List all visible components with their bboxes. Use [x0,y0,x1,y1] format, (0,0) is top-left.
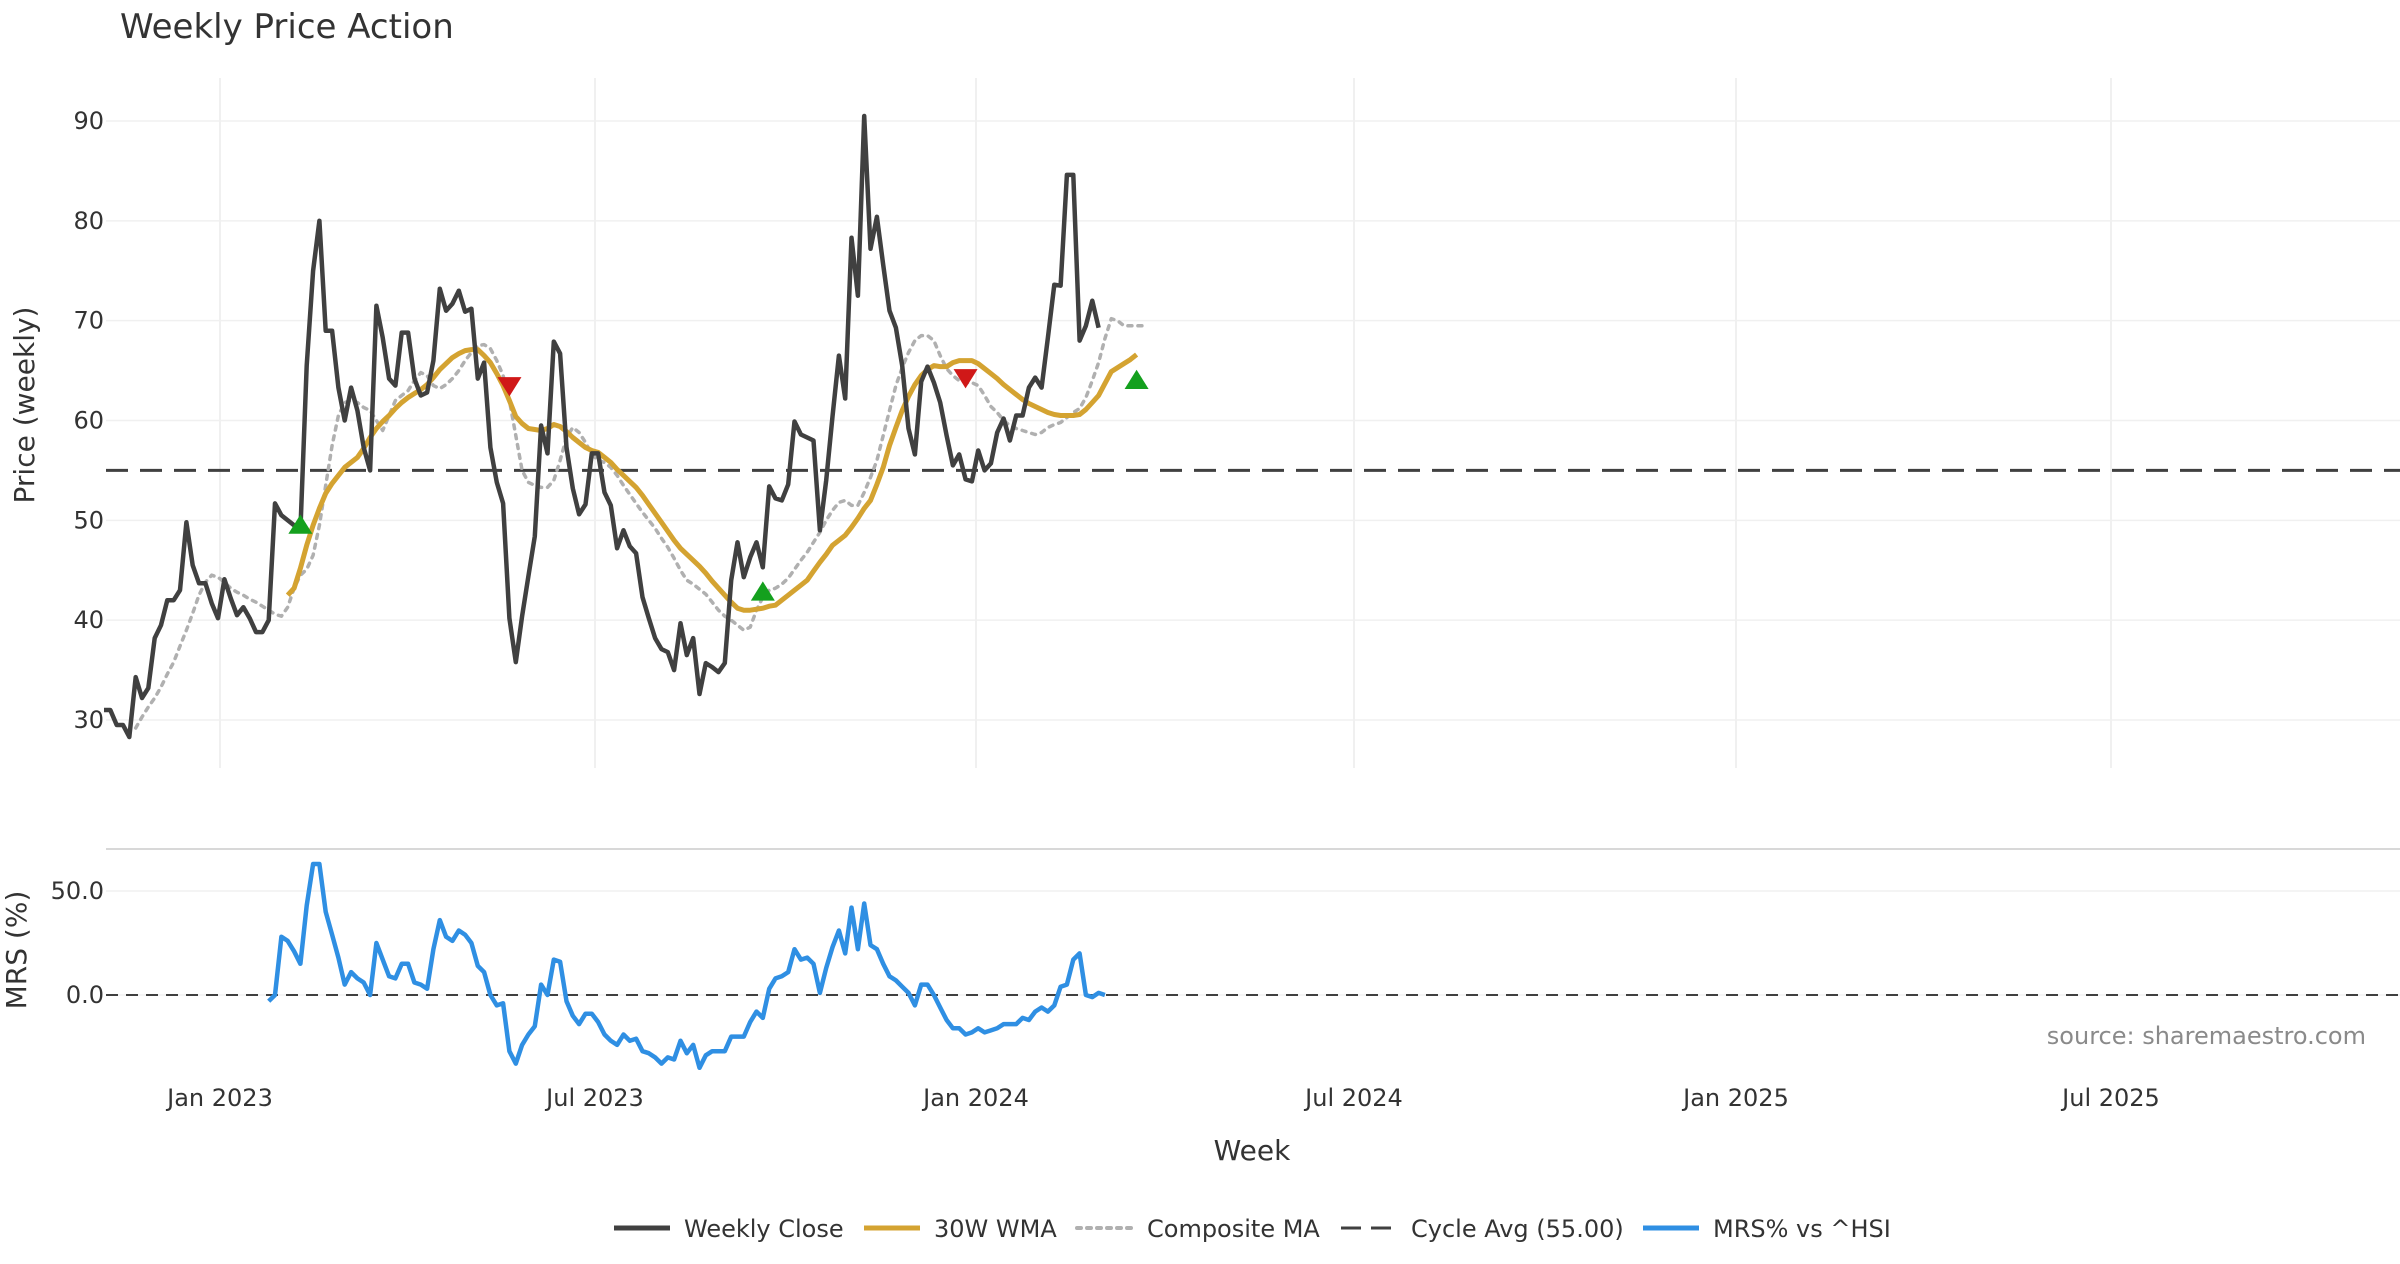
x-axis-ticks: Jan 2023 Jul 2023 Jan 2024 Jul 2024 Jan … [165,1084,2160,1112]
mrs-y-axis-title: MRS (%) [0,891,33,1010]
mrs-y-tick-label: 50.0 [51,877,104,905]
legend-item-composite-ma: Composite MA [1075,1215,1320,1243]
legend-label: Weekly Close [684,1215,844,1243]
buy-signal-marker [750,581,775,601]
legend-item-weekly-close: Weekly Close [614,1215,844,1243]
mrs-line [267,861,1106,1071]
x-tick-label: Jul 2025 [2060,1084,2160,1112]
legend-item-mrs: MRS% vs ^HSI [1643,1215,1891,1243]
source-label: source: sharemaestro.com [2047,1022,2366,1050]
price-y-tick-label: 80 [73,207,104,235]
price-y-tick-label: 40 [73,606,104,634]
price-y-axis-title: Price (weekly) [8,307,41,504]
price-y-tick-label: 90 [73,107,104,135]
mrs-panel: 50.0 0.0 MRS (%) source: sharemaestro.com [0,861,2400,1071]
x-axis-title: Week [1214,1134,1291,1167]
x-tick-label: Jan 2023 [165,1084,273,1112]
weekly-close-line [104,113,1101,740]
price-y-axis-ticks: 30 40 50 60 70 80 90 [73,107,2400,734]
legend-item-30w-wma: 30W WMA [864,1215,1057,1243]
price-panel: 30 40 50 60 70 80 90 Price (weekly) [8,107,2400,740]
buy-signal-marker [288,514,313,534]
mrs-y-tick-label: 0.0 [66,981,104,1009]
sell-signal-marker [497,377,522,397]
buy-signal-marker [1124,369,1149,389]
mrs-y-axis-ticks: 50.0 0.0 [51,877,2400,1009]
legend-label: MRS% vs ^HSI [1713,1215,1891,1243]
composite-ma-line [133,316,1145,730]
x-tick-label: Jan 2024 [921,1084,1029,1112]
legend-label: Cycle Avg (55.00) [1411,1215,1624,1243]
price-y-tick-label: 50 [73,506,104,534]
x-tick-label: Jan 2025 [1681,1084,1789,1112]
x-tick-label: Jul 2024 [1303,1084,1403,1112]
price-y-tick-label: 60 [73,407,104,435]
legend-label: 30W WMA [934,1215,1057,1243]
legend-item-cycle-avg: Cycle Avg (55.00) [1341,1215,1624,1243]
legend: Weekly Close 30W WMA Composite MA Cycle … [614,1215,1891,1243]
x-tick-label: Jul 2023 [544,1084,644,1112]
wma-30w-line [285,347,1139,613]
chart-title: Weekly Price Action [120,7,454,47]
legend-label: Composite MA [1147,1215,1320,1243]
signal-markers [288,369,1149,601]
x-gridlines [219,78,2112,768]
price-y-tick-label: 70 [73,307,104,335]
price-y-tick-label: 30 [73,706,104,734]
sell-signal-marker [953,369,978,389]
